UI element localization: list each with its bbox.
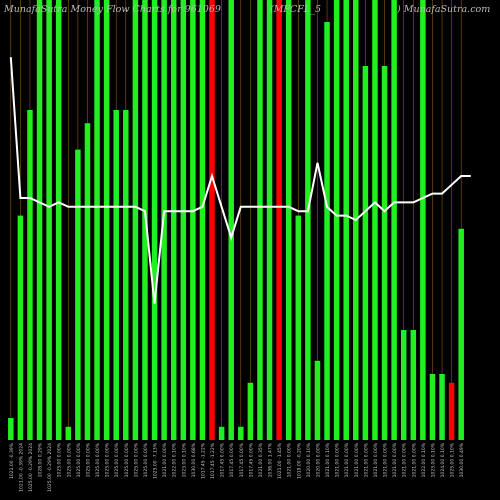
x-tick-label: 1025.00 0.00%	[95, 442, 101, 477]
x-tick-label: 1021.00 0.10%	[325, 442, 331, 477]
volume-bar	[266, 0, 273, 440]
volume-bar	[190, 0, 196, 440]
volume-bar	[247, 382, 254, 440]
x-tick-label: 1030.00 0.68%	[191, 442, 197, 477]
volume-bar	[324, 22, 330, 440]
x-tick-label: 1028.00 0.29%	[38, 442, 44, 477]
x-tick-label: 1020.00 0.00%	[315, 442, 321, 477]
x-tick-label: 1021.00 0.00%	[411, 442, 417, 477]
x-tick-label: 1025.00 0.00%	[133, 442, 139, 477]
x-tick-label: 1021.00 0.00%	[354, 442, 360, 477]
volume-bar	[381, 66, 388, 440]
x-tick-label: 1021.00 0.00%	[383, 442, 389, 477]
x-tick-label: 1017.45 0.00%	[220, 442, 226, 477]
x-tick-label: 1022.00 0.10%	[172, 442, 178, 477]
volume-bar	[75, 149, 81, 440]
volume-bar	[333, 0, 340, 440]
volume-bar	[65, 426, 72, 440]
volume-bar	[27, 110, 33, 440]
x-tick-label: 1017.45 -1.22%	[200, 442, 206, 479]
x-tick-label: 1021.00 0.00%	[363, 442, 369, 477]
x-tick-label: 1025.00 0.00%	[114, 442, 120, 477]
x-tick-label: 1021.00 0.00%	[287, 442, 293, 477]
volume-bar	[84, 123, 91, 440]
x-tick-label: 1021.00 0.00%	[335, 442, 341, 477]
x-tick-label: 1025.00 -0.29% 2024	[47, 443, 53, 492]
volume-bar	[113, 110, 119, 440]
x-tick-label: 1025.00 0.00%	[124, 442, 130, 477]
volume-bar	[458, 228, 464, 440]
x-tick-label: 1022.00 0.10%	[421, 442, 427, 477]
volume-bar	[400, 330, 407, 440]
volume-bar	[218, 426, 225, 440]
volume-bar	[429, 374, 436, 440]
volume-bar	[199, 0, 206, 440]
x-tick-label: 1021.00 0.00%	[344, 442, 350, 477]
volume-bar	[439, 374, 445, 440]
x-tick-label: 1023.00 0.10%	[430, 442, 436, 477]
x-tick-label: 1025.00 0.10%	[450, 442, 456, 477]
x-tick-label: 1025.00 -7.13%	[153, 442, 159, 479]
volume-bar	[314, 360, 321, 440]
x-tick-label: 1021.00 0.00%	[392, 442, 398, 477]
x-tick-label: 1025.00 0.00%	[76, 442, 82, 477]
chart-title-symbol: (MFCFL_5	[270, 4, 321, 15]
x-tick-label: 1021.00 -1.45%	[277, 442, 283, 479]
volume-bar	[372, 0, 378, 440]
x-tick-label: 1023.00 0.10%	[181, 442, 187, 477]
volume-bar	[180, 0, 187, 440]
volume-bar	[209, 0, 215, 440]
volume-bar	[17, 215, 24, 440]
volume-bar	[94, 0, 100, 440]
x-tick-label: 1017.45 0.00%	[248, 442, 254, 477]
volume-bar	[55, 0, 62, 440]
volume-bar	[391, 0, 397, 440]
chart-title-left: MunafaSutra Money Flow Charts for 961069	[4, 4, 221, 15]
volume-bar	[420, 0, 426, 440]
x-tick-label: 1036.00 1.47%	[268, 442, 274, 477]
volume-bar	[448, 382, 455, 440]
x-tick-label: 1017.45 0.00%	[239, 442, 245, 477]
volume-bar	[123, 110, 129, 440]
x-tick-label: 1025.00 0.00%	[85, 442, 91, 477]
volume-bar	[305, 0, 311, 440]
x-tick-label: 1025.00 -0.29% 2024	[28, 443, 34, 492]
volume-bar	[46, 0, 52, 440]
x-tick-label: 1020.00 0.10%	[306, 442, 312, 477]
x-tick-label: 1021.00 -0.39%	[9, 442, 15, 479]
x-tick-label: 1025.00 0.00%	[105, 442, 111, 477]
volume-bar	[257, 0, 263, 440]
x-tick-label: 1030.00 0.49%	[459, 442, 465, 477]
volume-bar	[276, 0, 282, 440]
money-flow-line	[9, 57, 471, 304]
x-tick-label: 1017.45 0.00%	[229, 442, 235, 477]
volume-bar	[285, 0, 292, 440]
x-tick-label: 1017.45 -1.22%	[210, 442, 216, 479]
x-tick-label: 1024.00 0.10%	[440, 442, 446, 477]
volume-bar	[151, 0, 158, 440]
x-tick-label: 1025.00 0.00%	[143, 442, 149, 477]
x-tick-label: 1021.00 0.00%	[373, 442, 379, 477]
volume-bar	[36, 0, 43, 440]
volume-bar	[103, 0, 110, 440]
volume-bar	[238, 426, 244, 440]
x-tick-label: 1019.00 -0.20%	[296, 442, 302, 479]
volume-bar	[132, 0, 139, 440]
volume-bar	[295, 215, 302, 440]
volume-bar	[8, 418, 14, 440]
x-tick-label: 1021.00 -0.39% 2024	[18, 443, 24, 492]
x-tick-label: 1021.00 0.00%	[402, 442, 408, 477]
volume-bar	[362, 66, 369, 440]
x-tick-label: 1021.00 0.00%	[162, 442, 168, 477]
volume-bar	[343, 0, 349, 440]
x-tick-label: 1025.00 0.00%	[57, 442, 63, 477]
volume-bar	[170, 0, 177, 440]
volume-bar	[410, 330, 417, 440]
volume-bar	[228, 0, 234, 440]
x-tick-label: 1021.00 0.35%	[258, 442, 264, 477]
chart-title-site: ) MunafaSutra.com	[397, 4, 491, 15]
x-tick-label: 1025.00 0.00%	[66, 442, 72, 477]
